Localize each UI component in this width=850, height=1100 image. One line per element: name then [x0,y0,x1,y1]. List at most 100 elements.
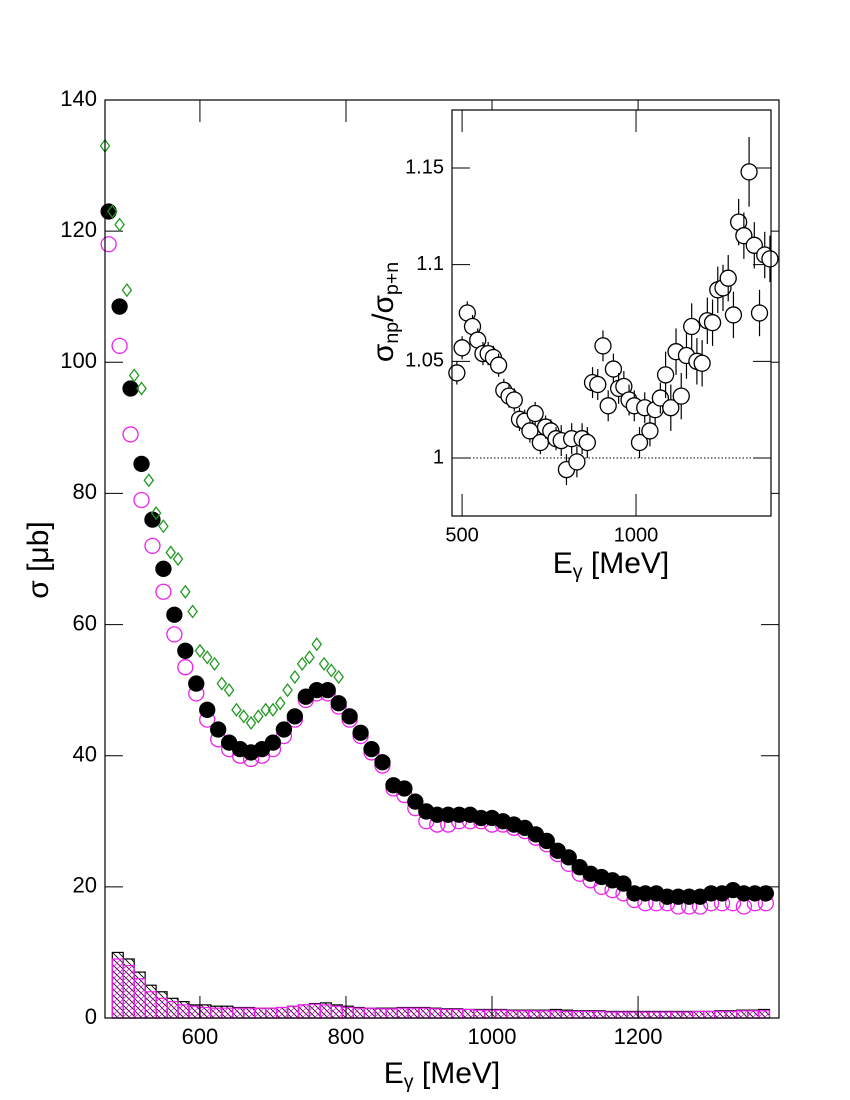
marker [589,375,607,394]
marker [122,426,139,443]
histogram-bar [582,1010,595,1019]
histogram-bar [604,1011,617,1019]
histogram-bar [341,1006,354,1019]
y-axis-label-part: p+n [381,262,403,295]
marker [719,269,737,287]
y-tick-label: 80 [73,479,97,504]
marker [683,317,701,336]
marker [703,314,722,332]
marker [568,453,586,471]
x-tick-label: 1200 [614,1024,663,1049]
marker [166,606,183,623]
histogram-bar [374,1008,387,1019]
marker [604,360,623,378]
x-axis-label-part: E [384,1057,404,1090]
marker [210,721,227,738]
histogram-bar [549,1010,562,1019]
marker [396,780,413,797]
histogram-bar [122,964,135,1019]
marker [133,491,150,509]
x-tick-label: 800 [328,1024,365,1049]
x-axis-label-part: [MeV] [583,547,670,580]
marker [209,656,220,671]
marker [274,696,286,711]
histogram-bar [210,1007,223,1019]
histogram-bar [243,1007,256,1019]
histogram-bar [747,1010,760,1019]
y-tick-label: 100 [60,348,97,373]
histogram-bar [177,1004,190,1019]
y-tick-label: 60 [73,610,97,635]
marker [136,381,147,396]
marker [158,519,169,534]
marker [630,433,649,452]
marker [275,721,293,738]
marker [656,366,675,384]
x-axis-label-part: [MeV] [414,1057,501,1090]
marker [750,304,769,322]
histogram-bar [495,1009,508,1019]
histogram-bar [670,1011,683,1019]
marker [578,433,596,452]
x-axis-label: Eγ [MeV] [553,547,669,583]
marker [330,695,347,712]
y-axis-label: σnp/σp+n [367,262,403,362]
marker [199,701,216,718]
histogram-bar [736,1010,749,1019]
marker [740,163,758,181]
marker [448,364,466,382]
histogram-bar [703,1010,716,1019]
marker [304,650,315,665]
histogram-bar [155,997,168,1019]
marker [318,656,330,671]
marker [693,354,711,372]
histogram-bar [133,978,146,1019]
marker [201,650,213,665]
marker [289,669,301,685]
histogram-bar [407,1007,420,1019]
x-tick-label: 600 [182,1024,219,1049]
marker [188,675,205,692]
marker [155,583,172,600]
y-axis-label-part: /σ [367,295,400,322]
histogram-bar [538,1010,552,1019]
y-axis-label: σ [μb] [22,521,55,599]
marker [326,663,337,678]
histogram-bar [506,1010,519,1019]
histogram-bar [330,1005,343,1019]
histogram-bar [757,1010,771,1019]
y-axis-label-part: np [381,322,403,344]
histogram-bar [516,1010,530,1019]
histogram-bar [440,1008,453,1019]
y-axis-label-part: σ [367,343,400,362]
marker [121,283,133,298]
x-tick-label: 1000 [468,1024,517,1049]
marker [245,715,257,731]
marker [177,659,194,676]
marker [165,545,177,560]
histogram-bar [692,1010,705,1019]
marker [216,676,228,691]
marker [106,204,118,219]
marker [223,683,235,698]
marker [180,584,191,599]
marker [319,681,336,699]
marker [560,849,577,866]
histogram-bar [615,1011,628,1019]
histogram-bar [144,991,157,1019]
histogram-bar [637,1011,650,1019]
marker [122,380,139,397]
histogram-bar [221,1007,234,1019]
histogram-bar [286,1005,300,1019]
marker [267,702,279,717]
histogram-bar [571,1010,584,1019]
marker [253,709,264,724]
marker [286,708,304,725]
marker [505,391,523,409]
marker [111,337,128,355]
histogram-bar [232,1007,245,1019]
marker [615,875,632,892]
y-tick-label: 1.1 [416,253,444,275]
